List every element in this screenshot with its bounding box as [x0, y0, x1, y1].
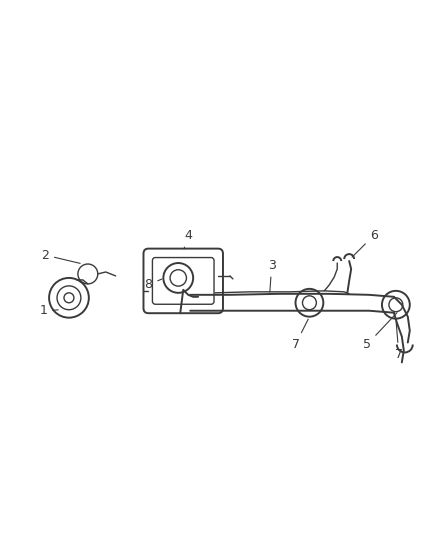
Text: 6: 6 [352, 229, 378, 257]
Text: 4: 4 [184, 229, 192, 249]
Text: 2: 2 [41, 248, 80, 263]
Text: 5: 5 [363, 313, 397, 351]
Text: 1: 1 [39, 304, 58, 317]
Text: 3: 3 [268, 259, 276, 292]
Text: 7: 7 [292, 319, 308, 351]
Text: 8: 8 [145, 278, 162, 292]
Text: 7: 7 [395, 321, 403, 361]
